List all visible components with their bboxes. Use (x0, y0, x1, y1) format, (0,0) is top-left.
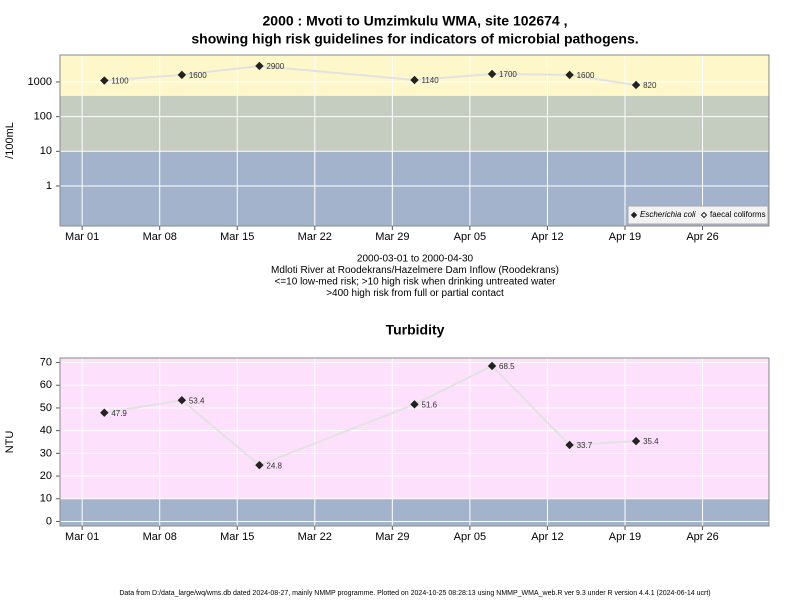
legend-label: Escherichia coli (640, 210, 696, 219)
y-tick-label: 40 (40, 425, 52, 437)
value-label: 1600 (189, 71, 207, 80)
x-tick-label: Apr 19 (609, 231, 641, 243)
x-tick-label: Apr 26 (686, 531, 718, 543)
legend-label: faecal coliforms (710, 210, 766, 219)
x-tick-label: Mar 22 (298, 531, 332, 543)
x-tick-label: Mar 08 (143, 231, 177, 243)
data-point (410, 75, 419, 85)
value-label: 68.5 (499, 362, 515, 371)
risk-band (60, 95, 769, 152)
value-label: 35.4 (643, 437, 659, 446)
data-point (565, 70, 574, 80)
y-axis-label: /100mL (4, 122, 16, 159)
x-tick-label: Apr 05 (454, 231, 486, 243)
y-tick-label: 60 (40, 379, 52, 391)
legend-marker (630, 211, 638, 219)
value-label: 1100 (111, 77, 129, 86)
value-label: 53.4 (189, 396, 205, 405)
risk-band (60, 358, 769, 499)
y-tick-label: 70 (40, 356, 52, 368)
y-tick-label: 30 (40, 447, 52, 459)
data-point (100, 408, 109, 417)
value-label: 51.6 (422, 400, 438, 409)
data-point (410, 400, 419, 409)
chart-subtitle: showing high risk guidelines for indicat… (191, 31, 638, 47)
x-tick-label: Apr 19 (609, 531, 641, 543)
value-label: 1700 (499, 70, 517, 79)
legend-marker (700, 211, 708, 219)
x-tick-label: Mar 29 (375, 231, 409, 243)
y-tick-label: 10 (40, 145, 52, 157)
value-label: 47.9 (111, 409, 127, 418)
data-point (177, 396, 187, 405)
plot-border (59, 357, 770, 527)
data-point (255, 61, 264, 71)
caption: 2000-03-01 to 2000-04-30 (357, 254, 474, 265)
data-point (487, 361, 497, 371)
x-tick-label: Apr 05 (454, 531, 486, 543)
x-tick-label: Mar 01 (65, 231, 99, 243)
data-point (631, 80, 641, 90)
y-tick-label: 10 (40, 493, 52, 505)
x-tick-label: Mar 08 (143, 531, 177, 543)
y-tick-label: 100 (34, 111, 52, 123)
footer: Data from D:/data_large/wq/wms.db dated … (119, 590, 710, 597)
data-point (100, 76, 109, 85)
x-tick-label: Apr 26 (686, 231, 718, 243)
y-tick-label: 0 (46, 515, 52, 527)
data-point (255, 460, 264, 470)
x-tick-label: Mar 15 (220, 531, 254, 543)
y-tick-label: 20 (40, 470, 52, 482)
legend-box (627, 205, 769, 225)
caption: <=10 low-med risk; >10 high risk when dr… (275, 277, 557, 288)
data-point (565, 440, 574, 450)
chart-title: Turbidity (386, 322, 445, 338)
data-point (177, 70, 187, 80)
plot-border (59, 54, 770, 227)
x-tick-label: Apr 12 (531, 231, 563, 243)
x-tick-label: Mar 15 (220, 231, 254, 243)
y-tick-label: 50 (40, 402, 52, 414)
x-tick-label: Mar 29 (375, 531, 409, 543)
value-label: 24.8 (266, 461, 282, 470)
data-point (631, 436, 641, 446)
x-tick-label: Apr 12 (531, 531, 563, 543)
data-point (487, 69, 497, 79)
caption: Mdloti River at Roodekrans/Hazelmere Dam… (271, 265, 559, 276)
value-label: 820 (643, 81, 657, 90)
chart-title: 2000 : Mvoti to Umzimkulu WMA, site 1026… (263, 13, 568, 29)
value-label: 1140 (422, 76, 440, 85)
value-label: 1600 (577, 71, 595, 80)
y-tick-label: 1 (46, 180, 52, 192)
caption: >400 high risk from full or partial cont… (326, 288, 504, 299)
y-axis-label: NTU (4, 431, 16, 454)
value-label: 2900 (266, 62, 284, 71)
value-label: 33.7 (577, 441, 593, 450)
y-tick-label: 1000 (28, 76, 52, 88)
x-tick-label: Mar 01 (65, 531, 99, 543)
x-tick-label: Mar 22 (298, 231, 332, 243)
